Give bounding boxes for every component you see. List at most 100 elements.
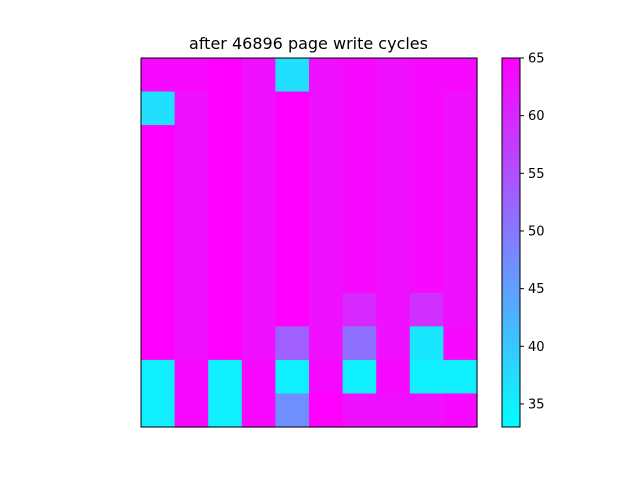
heatmap-cell-r6-c6 [342, 259, 377, 294]
colorbar-gradient [501, 57, 521, 428]
heatmap-cell-r3-c2 [208, 158, 243, 193]
heatmap-cell-r2-c5 [309, 125, 344, 160]
heatmap-cell-r3-c5 [309, 158, 344, 193]
heatmap-cell-r6-c0 [141, 259, 176, 294]
colorbar-tick-label-0: 35 [528, 397, 545, 412]
heatmap-frame [140, 57, 478, 428]
heatmap-cell-r10-c0 [141, 393, 176, 428]
heatmap-cell-r4-c3 [241, 192, 276, 227]
heatmap-cell-r1-c6 [342, 91, 377, 126]
heatmap-cell-r2-c6 [342, 125, 377, 160]
heatmap-cell-r9-c9 [443, 359, 478, 395]
heatmap-cell-r6-c5 [309, 259, 344, 294]
heatmap-cell-r5-c6 [342, 225, 377, 260]
heatmap-cell-r5-c7 [376, 225, 411, 260]
heatmap-cell-r0-c7 [376, 58, 411, 93]
heatmap-cell-r5-c3 [241, 225, 276, 260]
heatmap-cell-r8-c5 [309, 326, 344, 361]
heatmap-cell-r0-c6 [342, 58, 377, 93]
heatmap-cell-r10-c9 [443, 393, 478, 428]
heatmap-cell-r3-c0 [141, 158, 176, 193]
heatmap-cell-r3-c8 [409, 158, 444, 193]
heatmap-cell-r2-c3 [241, 125, 276, 160]
heatmap-cell-r7-c7 [376, 292, 411, 327]
heatmap-cell-r3-c9 [443, 158, 478, 193]
colorbar-tick-label-6: 65 [528, 52, 545, 67]
heatmap-cell-r7-c2 [208, 292, 243, 327]
heatmap-cell-r4-c0 [141, 192, 176, 227]
heatmap-cell-r10-c7 [376, 393, 411, 428]
heatmap-cell-r0-c2 [208, 58, 243, 93]
heatmap-cell-r7-c3 [241, 292, 276, 327]
heatmap-cell-r5-c2 [208, 225, 243, 260]
heatmap-cell-r2-c2 [208, 125, 243, 160]
chart-title: after 46896 page write cycles [189, 34, 428, 53]
heatmap-cell-r2-c8 [409, 125, 444, 160]
heatmap-cell-r8-c7 [376, 326, 411, 361]
heatmap-cell-r2-c9 [443, 125, 478, 160]
heatmap-cell-r10-c4 [275, 393, 310, 428]
heatmap-cell-r5-c8 [409, 225, 444, 260]
heatmap-cell-r3-c1 [174, 158, 209, 193]
heatmap-cell-r8-c4 [275, 326, 310, 361]
heatmap-cell-r1-c1 [174, 91, 209, 126]
heatmap-cell-r0-c0 [141, 58, 176, 93]
colorbar-tick-label-1: 40 [528, 340, 545, 355]
heatmap-cell-r2-c4 [275, 125, 310, 160]
heatmap-cell-r3-c6 [342, 158, 377, 193]
heatmap-cell-r4-c5 [309, 192, 344, 227]
heatmap-cell-r2-c7 [376, 125, 411, 160]
heatmap-cell-r6-c7 [376, 259, 411, 294]
colorbar-tick-label-4: 55 [528, 167, 545, 182]
heatmap-cell-r7-c6 [342, 292, 377, 327]
heatmap-cell-r1-c4 [275, 91, 310, 126]
heatmap-cell-r5-c0 [141, 225, 176, 260]
heatmap-cell-r9-c2 [208, 359, 243, 395]
heatmap-cell-r5-c4 [275, 225, 310, 260]
heatmap-cell-r7-c8 [409, 292, 444, 327]
heatmap-cell-r8-c2 [208, 326, 243, 361]
heatmap-cell-r6-c3 [241, 259, 276, 294]
heatmap-cell-r10-c8 [409, 393, 444, 428]
heatmap-cell-r9-c3 [241, 359, 276, 395]
heatmap-cell-r5-c9 [443, 225, 478, 260]
heatmap-cell-r10-c5 [309, 393, 344, 428]
heatmap-cell-r3-c4 [275, 158, 310, 193]
heatmap-cell-r0-c5 [309, 58, 344, 93]
heatmap-cell-r6-c8 [409, 259, 444, 294]
heatmap-cell-r4-c7 [376, 192, 411, 227]
heatmap-cell-r5-c1 [174, 225, 209, 260]
heatmap-cell-r3-c7 [376, 158, 411, 193]
heatmap-cell-r4-c6 [342, 192, 377, 227]
heatmap-cell-r4-c9 [443, 192, 478, 227]
heatmap-cell-r6-c1 [174, 259, 209, 294]
heatmap-cell-r8-c0 [141, 326, 176, 361]
heatmap-cell-r7-c9 [443, 292, 478, 327]
colorbar: 35 40 45 50 55 60 65 [501, 52, 545, 428]
heatmap-cell-r5-c5 [309, 225, 344, 260]
heatmap-cell-r10-c1 [174, 393, 209, 428]
heatmap-cell-r8-c9 [443, 326, 478, 361]
heatmap-cell-r0-c3 [241, 58, 276, 93]
heatmap-cell-r0-c8 [409, 58, 444, 93]
heatmap-cell-r1-c9 [443, 91, 478, 126]
heatmap-cell-r1-c0 [141, 91, 176, 126]
heatmap-cell-r4-c1 [174, 192, 209, 227]
heatmap-cell-r8-c8 [409, 326, 444, 361]
heatmap-cell-r9-c1 [174, 359, 209, 395]
colorbar-ticks: 35 40 45 50 55 60 65 [520, 52, 545, 412]
heatmap-cell-r9-c8 [409, 359, 444, 395]
heatmap-cell-r0-c4 [275, 58, 310, 93]
heatmap-cell-r3-c3 [241, 158, 276, 193]
heatmap-cell-r7-c1 [174, 292, 209, 327]
heatmap-cells [141, 58, 478, 428]
heatmap-cell-r4-c8 [409, 192, 444, 227]
heatmap-cell-r10-c3 [241, 393, 276, 428]
heatmap-cell-r7-c5 [309, 292, 344, 327]
heatmap-cell-r9-c5 [309, 359, 344, 395]
heatmap-cell-r8-c1 [174, 326, 209, 361]
heatmap-cell-r6-c9 [443, 259, 478, 294]
heatmap-cell-r9-c7 [376, 359, 411, 395]
heatmap-cell-r0-c1 [174, 58, 209, 93]
